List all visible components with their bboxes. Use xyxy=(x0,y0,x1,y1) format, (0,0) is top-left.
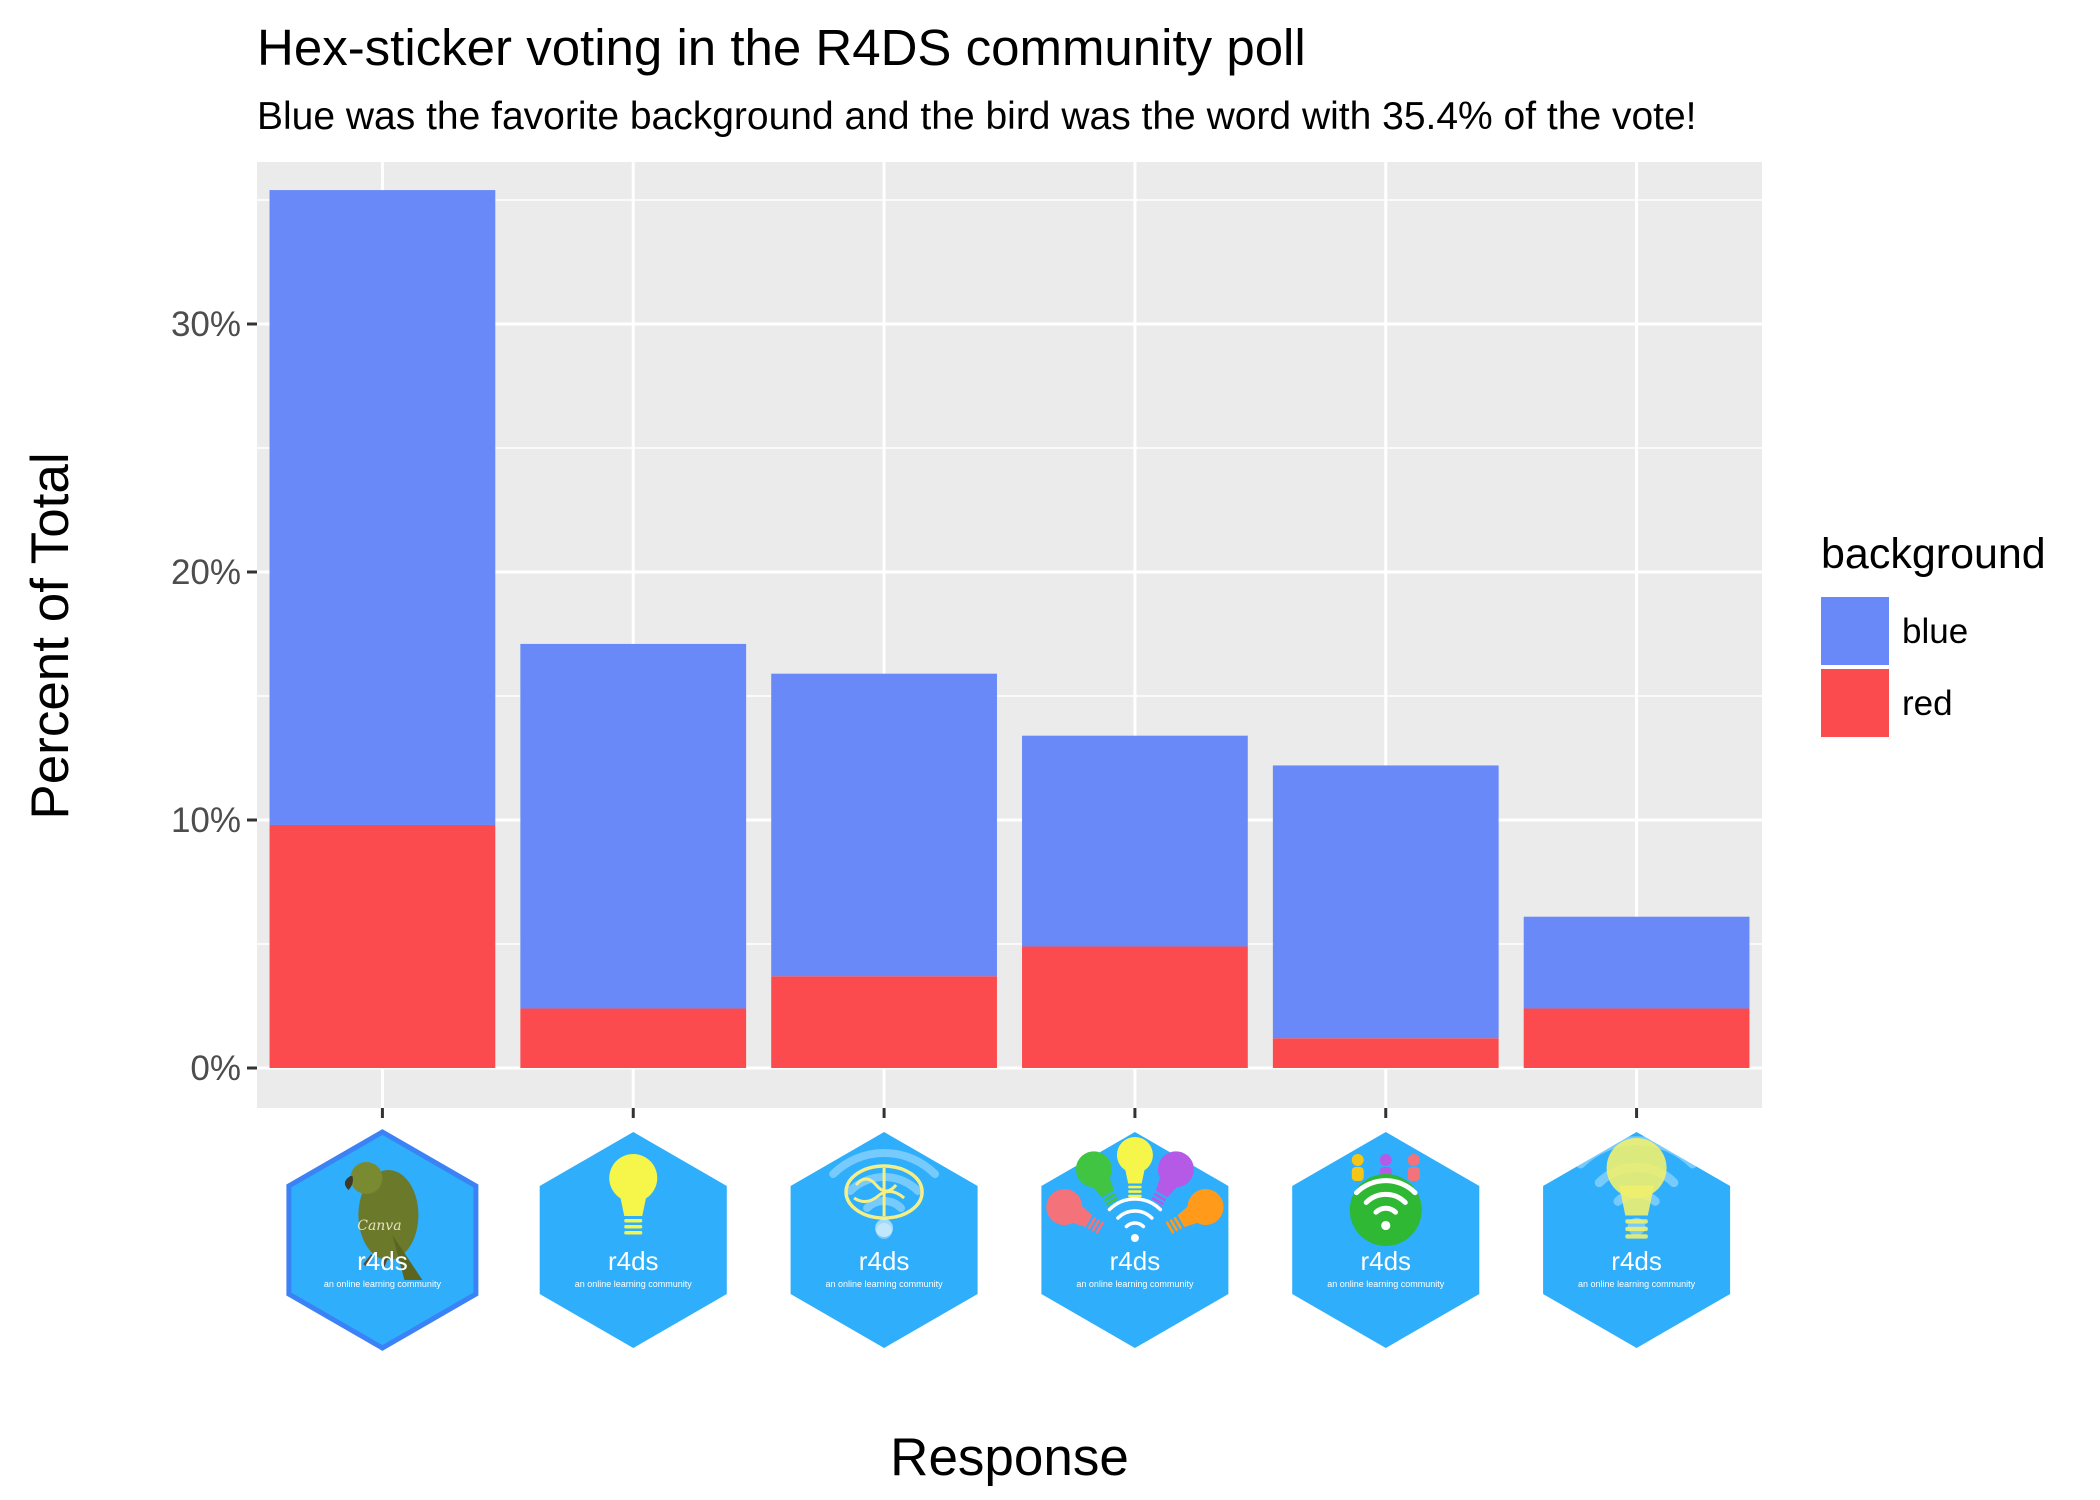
hex-sticker-title: r4ds xyxy=(608,1246,659,1276)
hex-sticker-title: r4ds xyxy=(859,1246,910,1276)
y-tick-label: 10% xyxy=(171,801,241,840)
x-axis xyxy=(380,1108,1639,1118)
hex-sticker-subtitle: an online learning community xyxy=(324,1279,442,1289)
hex-sticker-colorful-lightbulbs: r4ds an online learning community xyxy=(1041,1132,1229,1348)
wifi-symbol xyxy=(1353,1178,1418,1231)
bar-blue-brain xyxy=(771,673,997,977)
lightbulb-icon xyxy=(609,1154,658,1235)
y-tick-label: 30% xyxy=(171,305,241,344)
hex-sticker-lightbulb: r4ds an online learning community xyxy=(539,1132,727,1348)
hex-shape xyxy=(539,1132,727,1348)
hex-sticker-subtitle: an online learning community xyxy=(575,1279,693,1289)
bar-red-bird xyxy=(269,824,496,1068)
hex-shape xyxy=(790,1132,978,1348)
legend-title: background xyxy=(1821,530,2046,578)
legend-swatch-red xyxy=(1821,669,1889,737)
wifi-icon xyxy=(1349,1154,1422,1246)
bar-blue-wifi xyxy=(1272,765,1499,1039)
colorful-bulb-icon xyxy=(1046,1189,1104,1234)
bar-red-brain xyxy=(771,976,997,1068)
hex-sticker-subtitle: an online learning community xyxy=(1578,1279,1696,1289)
colorful-bulb-icon xyxy=(1149,1151,1194,1210)
legend-swatch-blue xyxy=(1821,597,1889,665)
faded-bulb-shape xyxy=(1606,1138,1667,1239)
hex-sticker-bird: Canva r4ds an online learning community xyxy=(286,1129,479,1351)
faded-lightbulb-icon xyxy=(1576,1136,1698,1239)
bar-blue-bird xyxy=(269,190,496,825)
bar-blue-colorful-lightbulbs xyxy=(1022,735,1248,947)
hex-sticker-subtitle: an online learning community xyxy=(1076,1279,1194,1289)
brain-icon xyxy=(829,1149,939,1239)
hex-sticker-wifi: r4ds an online learning community xyxy=(1292,1132,1480,1348)
bar-blue-lightbulb xyxy=(520,643,747,1009)
legend-label-blue: blue xyxy=(1902,612,1968,651)
bar-layer xyxy=(269,190,1750,1068)
y-axis: 0% 10% 20% 30% xyxy=(171,305,257,1088)
hex-sticker-title: r4ds xyxy=(1360,1246,1411,1276)
y-tick-label: 20% xyxy=(171,553,241,592)
bar-red-faded-lightbulb xyxy=(1523,1008,1750,1068)
plot-panel xyxy=(257,162,1762,1108)
chart-subtitle: Blue was the favorite background and the… xyxy=(257,95,1697,138)
hex-sticker-title: r4ds xyxy=(1611,1246,1662,1276)
x-axis-title: Response xyxy=(890,1428,1129,1487)
hex-sticker-brain: r4ds an online learning community xyxy=(790,1132,978,1348)
parrot-icon xyxy=(344,1162,423,1280)
hex-sticker-subtitle: an online learning community xyxy=(1327,1279,1445,1289)
y-axis-title: Percent of Total xyxy=(21,452,80,819)
legend: background blue red xyxy=(1821,530,2046,737)
colorful-bulb-icon xyxy=(1165,1189,1224,1234)
colorful-bulb-icon xyxy=(1075,1151,1121,1210)
colorful-bulb-icon xyxy=(1116,1137,1153,1198)
y-tick-label: 0% xyxy=(190,1049,241,1088)
hex-sticker-title: r4ds xyxy=(357,1246,408,1276)
bar-red-colorful-lightbulbs xyxy=(1022,946,1248,1068)
hex-sticker-subtitle: an online learning community xyxy=(826,1279,944,1289)
minor-gridlines xyxy=(257,199,1762,945)
chart-title: Hex-sticker voting in the R4DS community… xyxy=(257,19,1306,76)
bar-red-wifi xyxy=(1272,1038,1499,1068)
bar-blue-faded-lightbulb xyxy=(1523,916,1750,1009)
wifi-icon xyxy=(1107,1197,1163,1242)
legend-entries: blue red xyxy=(1821,597,1968,737)
colorful-lightbulbs-icon xyxy=(1046,1137,1224,1242)
canva-watermark: Canva xyxy=(357,1218,401,1234)
hex-sticker-title: r4ds xyxy=(1110,1246,1161,1276)
bar-red-lightbulb xyxy=(520,1008,747,1068)
legend-label-red: red xyxy=(1902,684,1953,723)
hex-shape xyxy=(1543,1132,1731,1348)
hex-sticker-faded-lightbulb: r4ds an online learning community xyxy=(1543,1132,1731,1348)
